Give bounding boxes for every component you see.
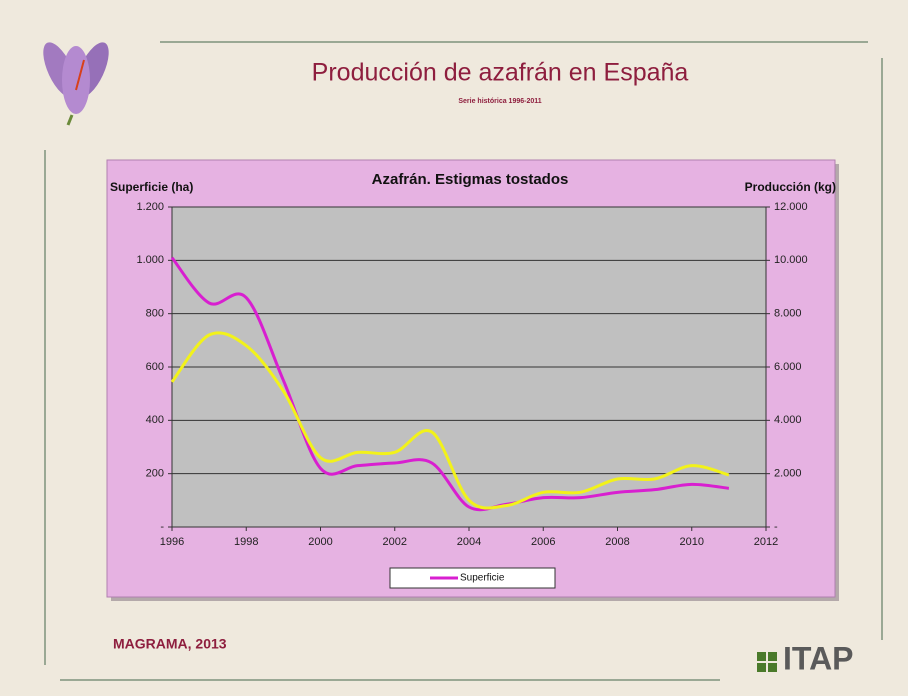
y2-tick-label: 8.000: [774, 308, 802, 320]
x-tick-label: 1998: [234, 536, 258, 548]
x-tick-label: 2002: [383, 536, 407, 548]
x-tick-label: 1996: [160, 536, 184, 548]
x-tick-label: 2008: [605, 536, 629, 548]
y2-tick-label: 10.000: [774, 254, 808, 266]
y2-tick-label: 6.000: [774, 361, 802, 373]
y2-tick-label: 12.000: [774, 201, 808, 213]
y2-tick-label: -: [774, 521, 778, 533]
y-tick-label: 1.200: [136, 201, 164, 213]
y-tick-label: 600: [146, 361, 164, 373]
x-tick-label: 2000: [308, 536, 332, 548]
slide-title: Producción de azafrán en España: [312, 59, 689, 87]
y2-axis-label: Producción (kg): [745, 180, 836, 194]
chart-title: Azafrán. Estigmas tostados: [372, 171, 569, 188]
y-tick-label: 800: [146, 308, 164, 320]
x-tick-label: 2010: [680, 536, 704, 548]
y-axis-label: Superficie (ha): [110, 180, 193, 194]
slide: Producción de azafrán en España Serie hi…: [0, 0, 908, 696]
slide-subtitle: Serie histórica 1996-2011: [458, 98, 541, 105]
y-tick-label: 400: [146, 414, 164, 426]
x-tick-label: 2006: [531, 536, 555, 548]
y2-tick-label: 2.000: [774, 468, 802, 480]
legend-label: Superficie: [460, 573, 505, 584]
y-tick-label: 200: [146, 468, 164, 480]
y2-tick-label: 4.000: [774, 414, 802, 426]
source: MAGRAMA, 2013: [113, 636, 227, 652]
y-tick-label: 1.000: [136, 254, 164, 266]
logo: ITAP: [783, 640, 854, 676]
x-tick-label: 2004: [457, 536, 481, 548]
x-tick-label: 2012: [754, 536, 778, 548]
y-tick-label: -: [160, 521, 164, 533]
